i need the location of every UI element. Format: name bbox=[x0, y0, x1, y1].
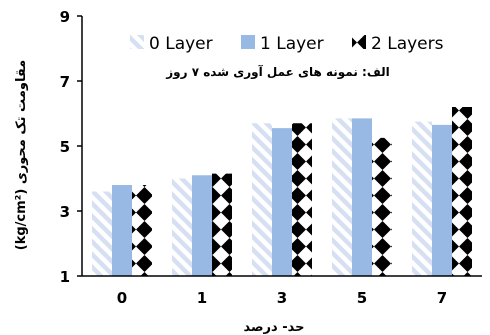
y-tick-label: 7 bbox=[60, 73, 70, 91]
y-tick-label: 1 bbox=[60, 268, 70, 286]
bar-0-layer-3 bbox=[252, 123, 272, 276]
bar-1-layer-5 bbox=[352, 118, 372, 276]
legend-swatch bbox=[241, 35, 255, 49]
bar-2-layers-1 bbox=[212, 173, 232, 276]
legend-swatch bbox=[352, 35, 366, 49]
bar-1-layer-7 bbox=[432, 124, 452, 276]
bar-0-layer-7 bbox=[412, 121, 432, 276]
bar-2-layers-3 bbox=[292, 123, 312, 276]
bar-0-layer-0 bbox=[92, 191, 112, 276]
y-tick-label: 9 bbox=[60, 8, 70, 26]
bar-2-layers-5 bbox=[372, 137, 392, 276]
bar-0-layer-5 bbox=[332, 118, 352, 276]
axes: 1 3 5 7 9 0 1 3 5 7 bbox=[60, 8, 482, 307]
legend-label: 2 Layers bbox=[371, 34, 444, 54]
x-tick-label: 0 bbox=[117, 289, 127, 307]
chart-subtitle: الف: نمونه های عمل آوری شده ۷ روز bbox=[165, 64, 390, 80]
bar-1-layer-0 bbox=[112, 185, 132, 276]
legend-label: 1 Layer bbox=[260, 34, 324, 54]
x-tick-label: 5 bbox=[357, 289, 367, 307]
legend-swatch bbox=[130, 35, 144, 49]
bars bbox=[92, 107, 472, 276]
bar-1-layer-3 bbox=[272, 128, 292, 276]
legend-label: 0 Layer bbox=[149, 34, 213, 54]
bar-2-layers-7 bbox=[452, 107, 472, 276]
bar-0-layer-1 bbox=[172, 178, 192, 276]
y-tick-label: 3 bbox=[60, 203, 70, 221]
y-axis-label: مقاومت تک محوری (kg/cm²) bbox=[14, 60, 29, 250]
x-tick-label: 1 bbox=[197, 289, 207, 307]
legend: 0 Layer 1 Layer 2 Layers bbox=[130, 34, 444, 54]
y-tick-label: 5 bbox=[60, 138, 70, 156]
x-tick-label: 7 bbox=[437, 289, 447, 307]
x-axis-label: حد- درصد bbox=[243, 320, 304, 335]
bar-1-layer-1 bbox=[192, 175, 212, 276]
bar-2-layers-0 bbox=[132, 185, 152, 276]
x-tick-label: 3 bbox=[277, 289, 287, 307]
